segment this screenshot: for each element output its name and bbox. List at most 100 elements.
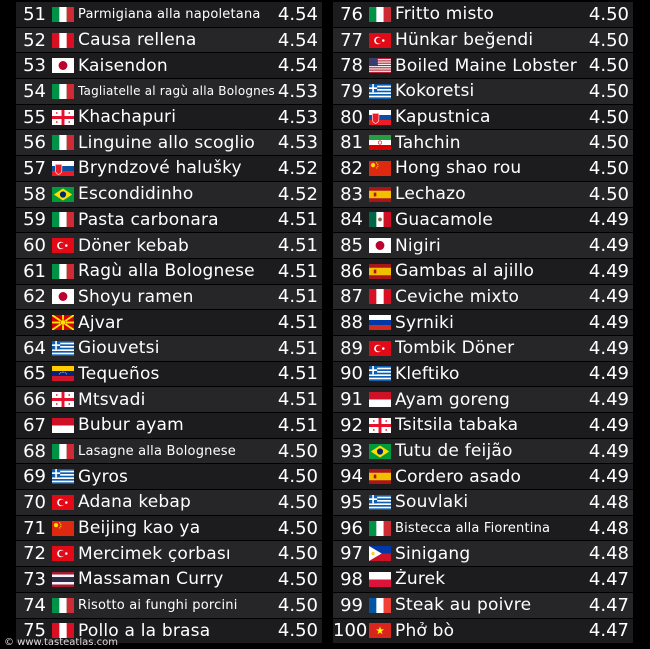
dish-name: Ceviche mixto [395,286,520,307]
ranking-row: 73 Massaman Curry 4.50 [16,567,322,593]
rank-number: 72 [23,543,46,565]
dish-name: Żurek [395,569,446,590]
greece-flag-icon [369,83,391,99]
russia-flag-icon [369,315,391,331]
slovakia-flag-icon [369,109,391,125]
indonesia-flag-icon [52,417,74,433]
rank-number: 97 [340,543,363,565]
dish-name: Linguine allo scoglio [78,132,256,153]
ranking-row: 97 Sinigang 4.48 [333,541,633,568]
rank-number: 56 [23,132,46,154]
dish-name: Gyros [78,466,129,487]
dish-score: 4.50 [277,517,318,539]
dish-score: 4.49 [588,286,629,308]
dish-name: Mercimek çorbası [78,543,231,564]
rank-number: 54 [23,80,46,102]
spain-flag-icon [369,263,391,279]
dish-score: 4.49 [588,414,629,436]
dish-score: 4.53 [277,80,318,102]
dish-score: 4.54 [277,29,318,51]
dish-name: Escondidinho [78,184,194,205]
ranking-row: 90 Kleftiko 4.49 [333,361,633,388]
dish-name: Boiled Maine Lobster [395,55,577,76]
dish-name: Pollo a la brasa [78,620,211,641]
dish-name: Beijing kao ya [78,518,201,539]
rank-number: 71 [23,517,46,539]
italy-flag-icon [52,212,74,228]
rank-number: 69 [23,466,46,488]
dish-name: Steak au poivre [395,595,532,616]
ranking-row: 55 Khachapuri 4.53 [16,104,322,131]
dish-score: 4.50 [277,568,318,590]
italy-flag-icon [52,263,74,279]
japan-flag-icon [52,289,74,305]
peru-flag-icon [52,32,74,48]
ranking-row: 83 Lechazo 4.50 [333,181,633,208]
ranking-row: 67 Bubur ayam 4.51 [16,413,322,439]
dish-name: Massaman Curry [78,569,224,590]
ranking-row: 91 Ayam goreng 4.49 [333,387,633,413]
dish-score: 4.50 [277,440,318,462]
rank-number: 55 [23,106,46,128]
dish-score: 4.51 [277,235,318,257]
rank-number: 100 [333,620,368,642]
ranking-row: 94 Cordero asado 4.49 [333,464,633,491]
rank-number: 83 [340,183,363,205]
rank-number: 58 [23,183,46,205]
dish-name: Fritto misto [395,4,494,25]
turkey-flag-icon [52,546,74,562]
rank-number: 53 [23,55,46,77]
rank-number: 80 [340,106,363,128]
dish-score: 4.47 [588,594,629,616]
ranking-row: 84 Guacamole 4.49 [333,207,633,234]
rank-number: 67 [23,414,46,436]
turkey-flag-icon [369,32,391,48]
dish-name: Tahchin [395,132,461,153]
rank-number: 87 [340,286,363,308]
rank-number: 78 [340,55,363,77]
ranking-row: 65 Tequeños 4.51 [16,361,322,388]
watermark: © www.tasteatlas.com [4,637,119,648]
macedonia-flag-icon [52,315,74,331]
ranking-column-left: 51 Parmigiana alla napoletana 4.54 52 Causa … [16,2,322,645]
rank-number: 51 [23,3,46,25]
ranking-row: 99 Steak au poivre 4.47 [333,592,633,619]
dish-name: Khachapuri [78,107,177,128]
dish-name: Tagliatelle al ragù alla Bolognese [78,84,274,99]
rank-number: 75 [23,620,46,642]
dish-name: Tequeños [78,363,160,384]
rank-number: 90 [340,363,363,385]
dish-name: Gambas al ajillo [395,261,535,282]
ranking-row: 75 Pollo a la brasa 4.50 [16,618,322,645]
rank-number: 62 [23,286,46,308]
dish-name: Lasagne alla Bolognese [78,443,236,459]
dish-name: Kokoretsi [395,81,475,102]
ranking-row: 68 Lasagne alla Bolognese 4.50 [16,438,322,465]
rank-number: 52 [23,29,46,51]
dish-score: 4.53 [277,132,318,154]
dish-score: 4.54 [277,55,318,77]
ranking-row: 79 Kokoretsi 4.50 [333,79,633,105]
rank-number: 74 [23,594,46,616]
ranking-row: 86 Gambas al ajillo 4.49 [333,258,633,285]
france-flag-icon [369,597,391,613]
ranking-row: 66 Mtsvadi 4.51 [16,387,322,413]
china-flag-icon [52,520,74,536]
ranking-row: 61 Ragù alla Bolognese 4.51 [16,258,322,285]
rank-number: 95 [340,491,363,513]
turkey-flag-icon [52,494,74,510]
ranking-row: 100 Phở bò 4.47 [333,618,633,645]
ranking-row: 96 Bistecca alla Fiorentina 4.48 [333,515,633,542]
dish-name: Risotto ai funghi porcini [78,597,238,613]
dish-name: Phở bò [395,620,455,641]
dish-name: Döner kebab [78,235,190,256]
usa-flag-icon [369,58,391,74]
italy-flag-icon [52,443,74,459]
rank-number: 99 [340,594,363,616]
thailand-flag-icon [52,571,74,587]
dish-score: 4.50 [588,106,629,128]
dish-score: 4.47 [588,620,629,642]
dish-score: 4.50 [277,491,318,513]
ranking-row: 72 Mercimek çorbası 4.50 [16,541,322,568]
rank-number: 84 [340,209,363,231]
